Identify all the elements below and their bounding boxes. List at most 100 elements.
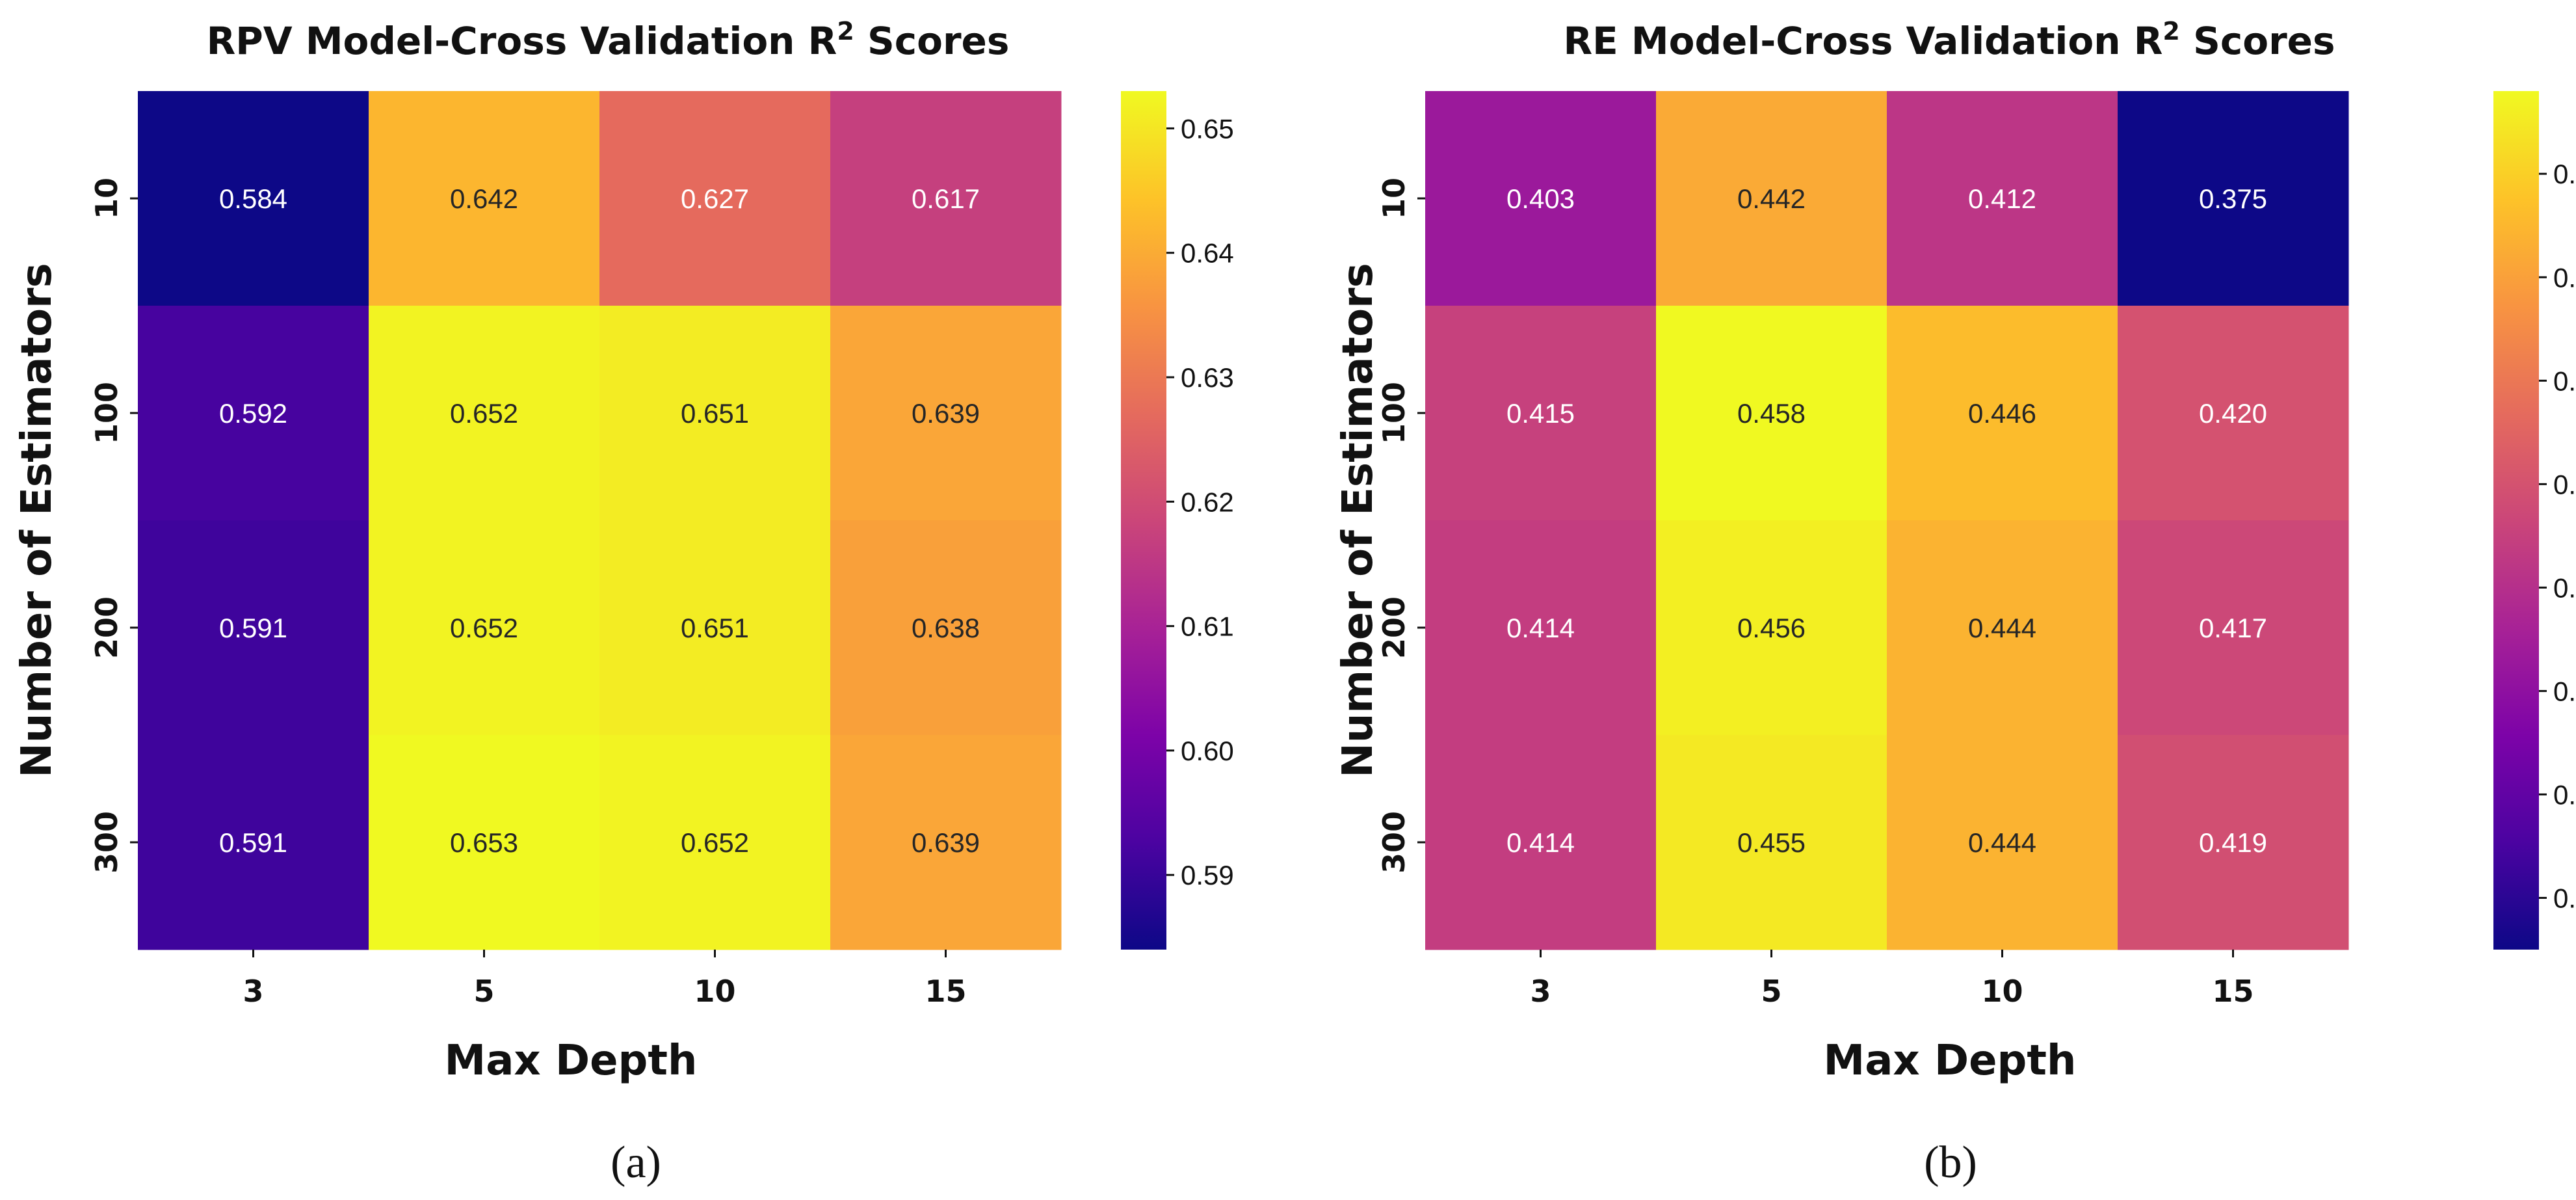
heatmap-cell: [1887, 91, 2118, 306]
cell-value-label: 0.444: [1968, 827, 2036, 858]
cell-value-label: 0.446: [1968, 398, 2036, 429]
x-tick-label: 5: [473, 974, 494, 1009]
heatmap-cell: [369, 520, 600, 736]
cell-value-label: 0.638: [912, 613, 980, 643]
y-tick-labels: 10 100 200 300: [1376, 178, 1425, 873]
x-tick-label: 5: [1761, 974, 1781, 1009]
colorbar-ticks: 0.59 0.60 0.61 0.62 0.63 0.64 0.65: [1166, 113, 1234, 890]
cell-value-label: 0.651: [681, 613, 749, 643]
y-tick-label: 200: [89, 596, 124, 659]
y-tick-label: 300: [1376, 811, 1412, 873]
colorbar-tick-label: 0.59: [1181, 860, 1234, 890]
cell-value-label: 0.455: [1737, 827, 1806, 858]
cell-value-label: 0.591: [219, 613, 287, 643]
colorbar-tick-label: 0.42: [2553, 469, 2576, 500]
y-axis-label: Number of Estimators: [1334, 263, 1382, 777]
heatmap-cell: [369, 306, 600, 521]
y-tick-label: 200: [1376, 596, 1412, 659]
cell-value-label: 0.617: [912, 183, 980, 214]
cell-value-label: 0.652: [450, 613, 518, 643]
x-axis-label: Max Depth: [1824, 1037, 2077, 1085]
heatmap-cell: [1656, 520, 1887, 736]
heatmap-cell: [830, 306, 1062, 521]
heatmap-cell: [138, 520, 369, 736]
y-tick-label: 10: [89, 178, 124, 219]
x-tick-label: 10: [694, 974, 735, 1009]
heatmap-cell: [1425, 306, 1657, 521]
x-tick-label: 3: [1530, 974, 1551, 1009]
colorbar-ticks: 0.38 0.39 0.40 0.41 0.42 0.43 0.44 0.45: [2539, 159, 2576, 913]
cell-value-label: 0.651: [681, 398, 749, 429]
colorbar-tick-label: 0.39: [2553, 779, 2576, 810]
chart-title: RPV Model-Cross Validation R2 Scores: [207, 17, 1010, 63]
cell-value-label: 0.639: [912, 398, 980, 429]
x-tick-labels: 3 5 10 15: [243, 950, 967, 1009]
colorbar-tick-label: 0.43: [2553, 366, 2576, 396]
colorbar-tick-label: 0.60: [1181, 736, 1234, 766]
heatmap-cell: [1425, 91, 1657, 306]
heatmap-cell: [138, 306, 369, 521]
heatmap-cell: [599, 520, 831, 736]
colorbar-tick-label: 0.65: [1181, 113, 1234, 144]
heatmap-rpv: RPV Model-Cross Validation R2 Scores 0.5…: [13, 17, 1234, 1188]
cell-value-label: 0.412: [1968, 183, 2036, 214]
y-tick-labels: 10 100 200 300: [89, 178, 138, 873]
heatmap-cell: [1656, 91, 1887, 306]
heatmap-cell: [2118, 91, 2349, 306]
y-axis-label: Number of Estimators: [13, 263, 61, 777]
heatmap-cell: [369, 735, 600, 950]
cell-value-label: 0.592: [219, 398, 287, 429]
heatmap-cell: [830, 520, 1062, 736]
x-tick-label: 15: [925, 974, 966, 1009]
colorbar-tick-label: 0.40: [2553, 676, 2576, 706]
colorbar-tick-label: 0.44: [2553, 262, 2576, 293]
colorbar-tick-label: 0.41: [2553, 572, 2576, 603]
heatmap-cell: [1656, 306, 1887, 521]
cell-value-label: 0.653: [450, 827, 518, 858]
cell-value-label: 0.627: [681, 183, 749, 214]
colorbar-tick-label: 0.38: [2553, 883, 2576, 913]
cell-value-label: 0.652: [681, 827, 749, 858]
heatmap-cell: [599, 735, 831, 950]
heatmap-cell: [1887, 735, 2118, 950]
cell-value-label: 0.458: [1737, 398, 1806, 429]
heatmap-cells: 0.584 0.642 0.627 0.617 0.592 0.652 0.651 0.639…: [138, 91, 1062, 950]
heatmap-cell: [1887, 306, 2118, 521]
x-tick-label: 10: [1981, 974, 2023, 1009]
x-tick-label: 3: [243, 974, 263, 1009]
y-tick-label: 100: [89, 382, 124, 444]
y-tick-label: 300: [89, 811, 124, 873]
heatmap-cell: [599, 91, 831, 306]
x-tick-labels: 3 5 10 15: [1530, 950, 2254, 1009]
heatmap-cell: [138, 91, 369, 306]
cell-value-label: 0.375: [2199, 183, 2267, 214]
colorbar-tick-label: 0.61: [1181, 611, 1234, 642]
x-tick-label: 15: [2212, 974, 2254, 1009]
colorbar-tick-label: 0.45: [2553, 159, 2576, 189]
heatmap-cell: [1425, 520, 1657, 736]
colorbar: [2493, 91, 2539, 950]
colorbar: [1121, 91, 1166, 950]
heatmap-cells: 0.403 0.442 0.412 0.375 0.415 0.458 0.446 0.420…: [1425, 91, 2349, 950]
cell-value-label: 0.417: [2199, 613, 2267, 643]
cell-value-label: 0.584: [219, 183, 287, 214]
cell-value-label: 0.591: [219, 827, 287, 858]
heatmap-re: RE Model-Cross Validation R2 Scores 0.40…: [1334, 17, 2576, 1188]
x-axis-label: Max Depth: [445, 1037, 698, 1085]
y-tick-label: 100: [1376, 382, 1412, 444]
subfigure-caption: (a): [611, 1138, 661, 1188]
chart-title: RE Model-Cross Validation R2 Scores: [1563, 17, 2335, 63]
cell-value-label: 0.419: [2199, 827, 2267, 858]
heatmap-cell: [1656, 735, 1887, 950]
subfigure-caption: (b): [1924, 1138, 1977, 1188]
cell-value-label: 0.414: [1506, 827, 1575, 858]
heatmap-cell: [830, 91, 1062, 306]
cell-value-label: 0.415: [1506, 398, 1575, 429]
heatmap-cell: [2118, 735, 2349, 950]
cell-value-label: 0.444: [1968, 613, 2036, 643]
colorbar-tick-label: 0.64: [1181, 238, 1234, 269]
cell-value-label: 0.652: [450, 398, 518, 429]
heatmap-cell: [2118, 306, 2349, 521]
colorbar-tick-label: 0.62: [1181, 487, 1234, 517]
